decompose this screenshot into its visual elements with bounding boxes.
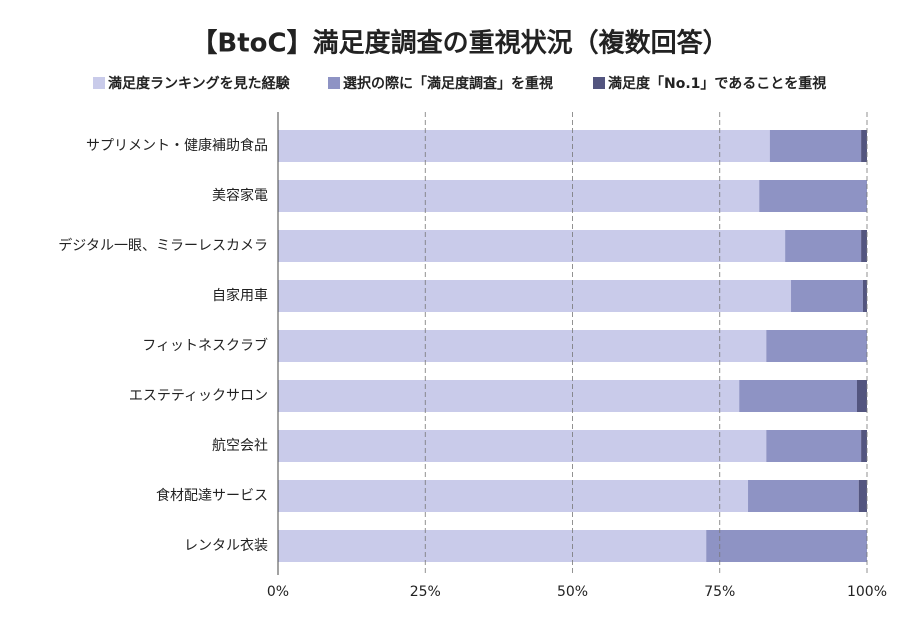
- bar-segment: [278, 180, 760, 212]
- bar-segment: [861, 430, 867, 462]
- y-tick-label: サプリメント・健康補助食品: [86, 137, 268, 154]
- bar-segment: [278, 130, 770, 162]
- y-tick-label: フィットネスクラブ: [142, 337, 268, 354]
- bar-segment: [766, 430, 862, 462]
- x-tick-label: 25%: [410, 584, 441, 600]
- y-tick-label: 食材配達サービス: [156, 487, 268, 504]
- bar-segment: [278, 280, 792, 312]
- bar-segment: [706, 530, 867, 562]
- bar-segment: [278, 330, 767, 362]
- legend-swatch: [93, 77, 105, 89]
- bar-segment: [278, 530, 707, 562]
- bar-segment: [861, 130, 867, 162]
- y-tick-label: エステティックサロン: [129, 388, 268, 404]
- chart-title: 【BtoC】満足度調査の重視状況（複数回答）: [191, 28, 728, 59]
- bar-segment: [748, 480, 859, 512]
- y-tick-label: 自家用車: [212, 287, 268, 304]
- legend-swatch: [328, 77, 340, 89]
- bar-segment: [769, 130, 862, 162]
- legend-swatch: [593, 77, 605, 89]
- bar-segment: [759, 180, 867, 212]
- y-tick-label: デジタル一眼、ミラーレスカメラ: [58, 237, 268, 254]
- bar-segment: [791, 280, 863, 312]
- bar-segment: [861, 230, 867, 262]
- legend-label: 満足度「No.1」であることを重視: [608, 75, 826, 92]
- bar-segment: [858, 480, 867, 512]
- bar-segment: [862, 280, 867, 312]
- x-tick-label: 100%: [847, 584, 887, 600]
- x-tick-label: 0%: [267, 584, 289, 600]
- x-tick-label: 50%: [557, 584, 588, 600]
- bar-segment: [785, 230, 862, 262]
- bar-segment: [766, 330, 867, 362]
- bar-segment: [739, 380, 857, 412]
- bar-segment: [278, 230, 786, 262]
- y-tick-label: 航空会社: [212, 438, 268, 454]
- y-tick-label: 美容家電: [212, 187, 268, 204]
- bar-segment: [278, 380, 740, 412]
- x-tick-label: 75%: [704, 584, 735, 600]
- y-tick-label: レンタル衣装: [184, 538, 268, 554]
- legend-label: 選択の際に「満足度調査」を重視: [343, 75, 553, 92]
- bar-segment: [278, 430, 767, 462]
- bar-segment: [278, 480, 749, 512]
- bar-segment: [856, 380, 867, 412]
- legend-label: 満足度ランキングを見た経験: [108, 75, 291, 92]
